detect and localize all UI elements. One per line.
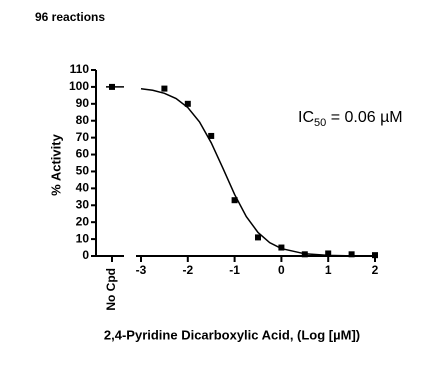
data-point	[208, 132, 215, 139]
y-tick-label: 30	[76, 197, 90, 211]
x-tick-label: 0	[278, 263, 285, 277]
x-tick-label: 2	[372, 263, 379, 277]
data-point	[161, 85, 168, 92]
y-tick-label: 80	[76, 113, 90, 127]
y-tick-label: 50	[76, 164, 90, 178]
data-point	[255, 234, 261, 241]
annotation-sub: 50	[314, 117, 326, 129]
control-label: No Cpd	[104, 268, 118, 311]
fit-curve	[140, 88, 376, 257]
x-tick-label: 1	[325, 263, 332, 277]
x-axis-label: 2,4-Pyridine Dicarboxylic Acid, (Log [µM…	[104, 327, 360, 342]
x-tick-label: -3	[136, 263, 147, 277]
data-point	[301, 251, 308, 258]
y-tick-label: 10	[76, 231, 90, 245]
y-tick-label: 90	[76, 96, 90, 110]
y-tick-label: 100	[69, 79, 89, 93]
y-axis-label: % Activity	[48, 133, 63, 195]
data-point	[231, 197, 238, 204]
y-tick-label: 20	[76, 214, 90, 228]
data-point	[348, 251, 355, 258]
x-tick-label: -1	[229, 263, 240, 277]
y-tick-label: 40	[76, 181, 90, 195]
annotation-text: IC	[298, 109, 314, 126]
heading: 96 reactions	[35, 10, 105, 24]
x-tick-label: -2	[182, 263, 193, 277]
ic50-annotation: IC50 = 0.06 µM	[298, 109, 403, 129]
y-tick-label: 70	[76, 130, 90, 144]
annotation-rest: = 0.06 µM	[326, 109, 402, 126]
y-tick-label: 0	[82, 248, 89, 262]
data-point	[184, 100, 191, 107]
data-point	[278, 244, 285, 251]
y-tick-label: 110	[70, 62, 90, 76]
data-point	[372, 252, 378, 259]
y-tick-label: 60	[76, 147, 90, 161]
data-point	[325, 250, 332, 257]
